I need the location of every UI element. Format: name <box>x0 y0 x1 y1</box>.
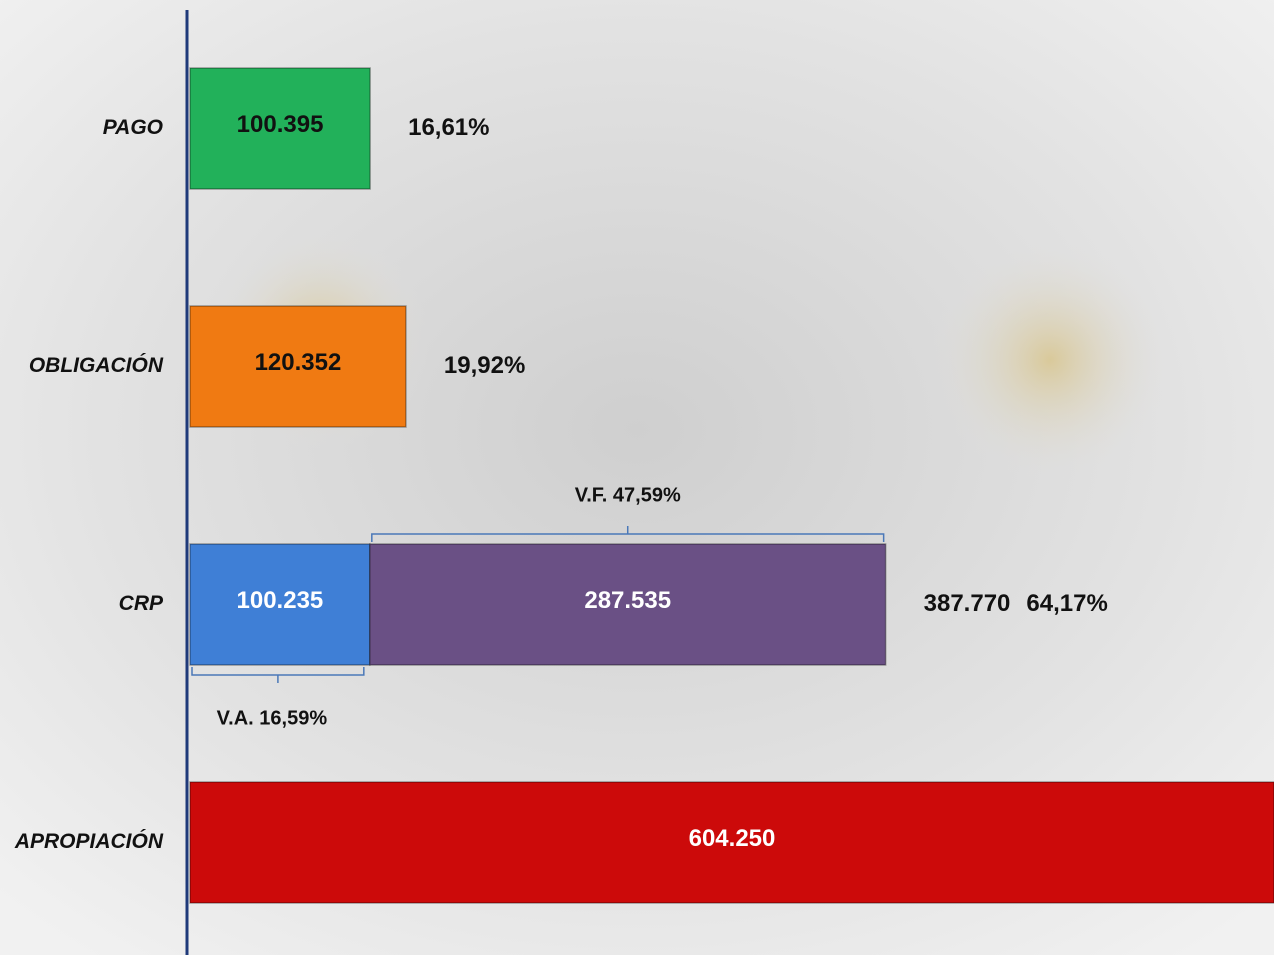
value-label: 287.535 <box>584 587 671 614</box>
value-label: 100.235 <box>237 587 324 614</box>
end-label: 16,61% <box>408 114 489 141</box>
brace-label: V.F. 47,59% <box>575 484 681 506</box>
value-label: 100.395 <box>237 111 324 138</box>
category-label: OBLIGACIÓN <box>29 353 164 377</box>
background-eye <box>930 240 1170 480</box>
value-label: 604.250 <box>689 825 776 852</box>
end-label: 64,17% <box>1026 590 1107 617</box>
category-label: CRP <box>119 592 164 615</box>
value-label: 120.352 <box>255 349 342 376</box>
chart: PAGO 100.395 16,61% OBLIGACIÓN 120.352 19,92%… <box>0 0 1274 955</box>
category-label: APROPIACIÓN <box>14 829 164 853</box>
category-label: PAGO <box>103 116 163 139</box>
brace-label: V.A. 16,59% <box>217 707 328 729</box>
end-label: 387.770 <box>924 590 1011 617</box>
end-label: 19,92% <box>444 352 525 379</box>
